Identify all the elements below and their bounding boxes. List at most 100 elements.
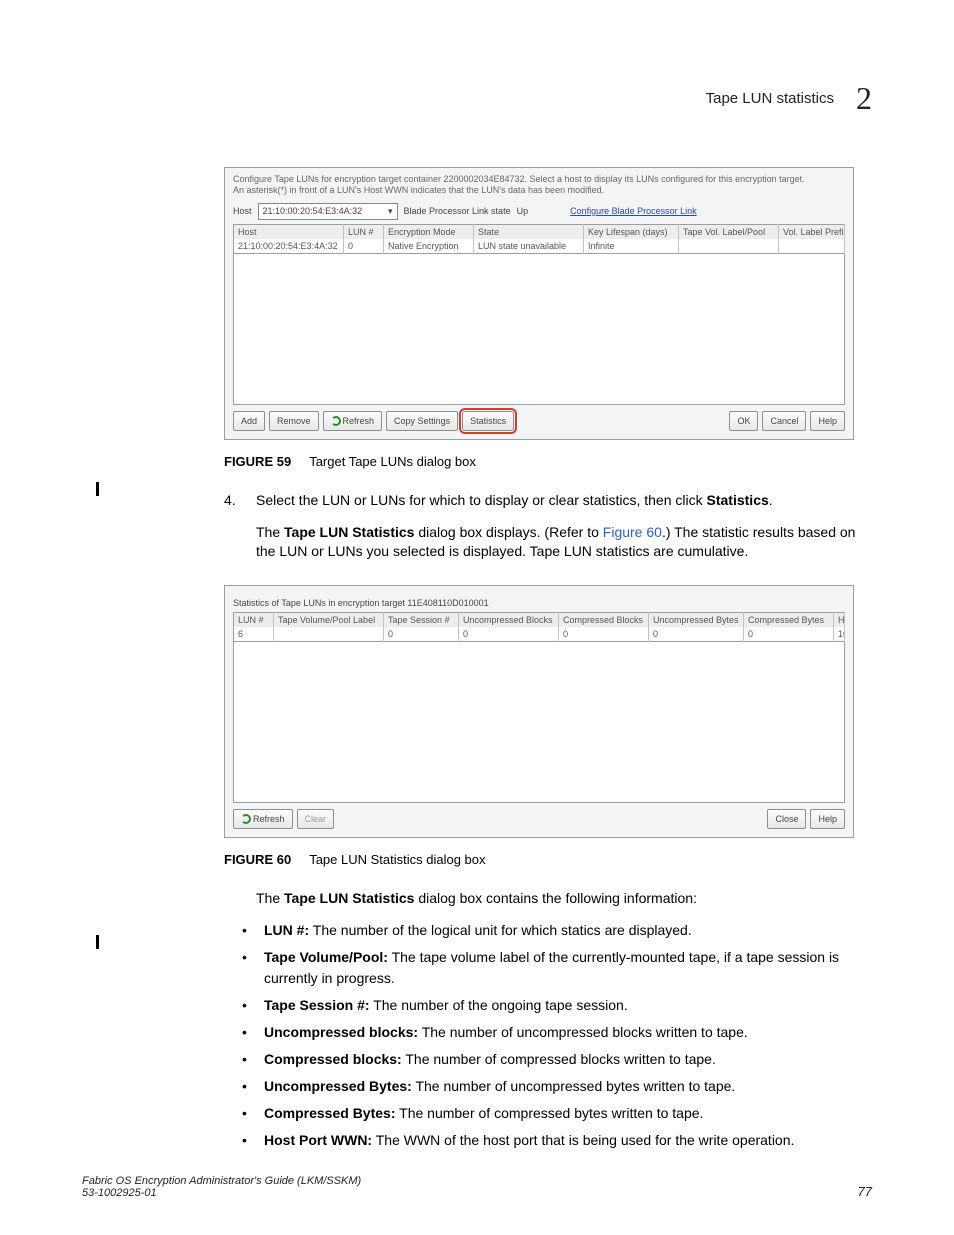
refresh-label: Refresh (343, 416, 375, 426)
term: Compressed blocks: (264, 1051, 402, 1067)
link-state-label: Blade Processor Link state (404, 206, 511, 216)
page-number: 77 (858, 1184, 872, 1199)
table-header-row: Host LUN # Encryption Mode State Key Lif… (234, 224, 845, 239)
cell-volume (274, 627, 384, 642)
cell-host: 21:10:00:20:54:E3:4A:32 (234, 239, 344, 254)
link-state-value: Up (517, 206, 529, 216)
cell-lun: 0 (344, 239, 384, 254)
cell-cblocks: 0 (559, 627, 649, 642)
desc: The number of the logical unit for which… (313, 922, 692, 938)
text-bold: Tape LUN Statistics (284, 524, 414, 540)
cancel-button[interactable]: Cancel (762, 411, 806, 431)
page-footer: Fabric OS Encryption Administrator's Gui… (82, 1175, 872, 1199)
copy-settings-button[interactable]: Copy Settings (386, 411, 458, 431)
list-item: Compressed Bytes: The number of compress… (242, 1103, 852, 1124)
step-subtext: The Tape LUN Statistics dialog box displ… (256, 523, 872, 561)
col-host[interactable]: Host (234, 224, 344, 239)
step-text: Select the LUN or LUNs for which to disp… (256, 491, 773, 510)
col-lun[interactable]: LUN # (234, 613, 274, 628)
list-item: Host Port WWN: The WWN of the host port … (242, 1130, 852, 1151)
step-number: 4. (224, 491, 242, 510)
step-4: 4. Select the LUN or LUNs for which to d… (224, 491, 872, 562)
col-prefix[interactable]: Vol. Label Prefix (779, 224, 845, 239)
term: Uncompressed blocks: (264, 1024, 418, 1040)
col-cbytes[interactable]: Compressed Bytes (744, 613, 834, 628)
refresh-button[interactable]: Refresh (233, 809, 293, 829)
text: The (256, 524, 284, 540)
desc: The number of uncompressed bytes written… (415, 1078, 735, 1094)
text: The (256, 890, 284, 906)
cell-vol (679, 239, 779, 254)
col-lun[interactable]: LUN # (344, 224, 384, 239)
host-field[interactable]: 21:10:00:20:54:E3:4A:32 ▾ (258, 203, 398, 220)
term: Tape Volume/Pool: (264, 949, 388, 965)
running-header: Tape LUN statistics 2 (82, 80, 872, 117)
table-header-row: LUN # Tape Volume/Pool Label Tape Sessio… (234, 613, 845, 628)
chevron-down-icon: ▾ (388, 206, 393, 217)
list-item: Tape Volume/Pool: The tape volume label … (242, 947, 852, 989)
text-bold: Statistics (707, 492, 769, 508)
cell-ubytes: 0 (649, 627, 744, 642)
remove-button[interactable]: Remove (269, 411, 319, 431)
cell-cbytes: 0 (744, 627, 834, 642)
col-ubytes[interactable]: Uncompressed Bytes (649, 613, 744, 628)
add-button[interactable]: Add (233, 411, 265, 431)
table-row[interactable]: 21:10:00:20:54:E3:4A:32 0 Native Encrypt… (234, 239, 845, 254)
table-blank-area (233, 642, 845, 803)
col-state[interactable]: State (474, 224, 584, 239)
doc-title: Fabric OS Encryption Administrator's Gui… (82, 1175, 361, 1187)
refresh-button[interactable]: Refresh (323, 411, 383, 431)
figure-59-screenshot: Configure Tape LUNs for encryption targe… (224, 167, 854, 440)
ok-button[interactable]: OK (729, 411, 758, 431)
configure-link[interactable]: Configure Blade Processor Link (570, 206, 697, 216)
col-keylife[interactable]: Key Lifespan (days) (584, 224, 679, 239)
change-bar (96, 935, 99, 949)
col-volume[interactable]: Tape Volume/Pool Label (274, 613, 384, 628)
cell-prefix (779, 239, 845, 254)
refresh-label: Refresh (253, 814, 285, 824)
cell-ublocks: 0 (459, 627, 559, 642)
list-item: Uncompressed blocks: The number of uncom… (242, 1022, 852, 1043)
col-session[interactable]: Tape Session # (384, 613, 459, 628)
change-bar (96, 482, 99, 496)
term: Tape Session #: (264, 997, 370, 1013)
text: Select the LUN or LUNs for which to disp… (256, 492, 707, 508)
term: Uncompressed Bytes: (264, 1078, 412, 1094)
col-ublocks[interactable]: Uncompressed Blocks (459, 613, 559, 628)
cell-state: LUN state unavailable (474, 239, 584, 254)
figure-title: Tape LUN Statistics dialog box (309, 852, 485, 867)
cell-lun: 6 (234, 627, 274, 642)
cell-keylife: Infinite (584, 239, 679, 254)
stats-table: LUN # Tape Volume/Pool Label Tape Sessio… (233, 612, 845, 642)
cell-wwn: 10:00:00:05:33:2... (834, 627, 845, 642)
table-row[interactable]: 6 0 0 0 0 0 10:00:00:05:33:2... (234, 627, 845, 642)
list-item: LUN #: The number of the logical unit fo… (242, 920, 852, 941)
list-item: Compressed blocks: The number of compres… (242, 1049, 852, 1070)
term: Compressed Bytes: (264, 1105, 396, 1121)
text: . (769, 492, 773, 508)
clear-button[interactable]: Clear (297, 809, 335, 829)
col-mode[interactable]: Encryption Mode (384, 224, 474, 239)
figure-60-caption: FIGURE 60 Tape LUN Statistics dialog box (224, 852, 872, 867)
doc-partno: 53-1002925-01 (82, 1187, 361, 1199)
col-wwn[interactable]: Host Port WWN (834, 613, 845, 628)
desc: The number of the ongoing tape session. (373, 997, 628, 1013)
close-button[interactable]: Close (767, 809, 806, 829)
table-blank-area (233, 254, 845, 405)
col-vol[interactable]: Tape Vol. Label/Pool (679, 224, 779, 239)
figure-60-link[interactable]: Figure 60 (603, 524, 662, 540)
help-button[interactable]: Help (810, 809, 845, 829)
header-title: Tape LUN statistics (706, 90, 834, 107)
figure-59-caption: FIGURE 59 Target Tape LUNs dialog box (224, 454, 872, 469)
statistics-button[interactable]: Statistics (462, 411, 514, 431)
desc: The WWN of the host port that is being u… (376, 1132, 795, 1148)
col-cblocks[interactable]: Compressed Blocks (559, 613, 649, 628)
term: Host Port WWN: (264, 1132, 372, 1148)
desc: The number of compressed bytes written t… (399, 1105, 703, 1121)
dialog-description: Configure Tape LUNs for encryption targe… (233, 174, 845, 185)
list-item: Uncompressed Bytes: The number of uncomp… (242, 1076, 852, 1097)
help-button[interactable]: Help (810, 411, 845, 431)
desc: The number of compressed blocks written … (405, 1051, 715, 1067)
text: dialog box contains the following inform… (414, 890, 697, 906)
dialog-description: An asterisk(*) in front of a LUN's Host … (233, 185, 845, 196)
